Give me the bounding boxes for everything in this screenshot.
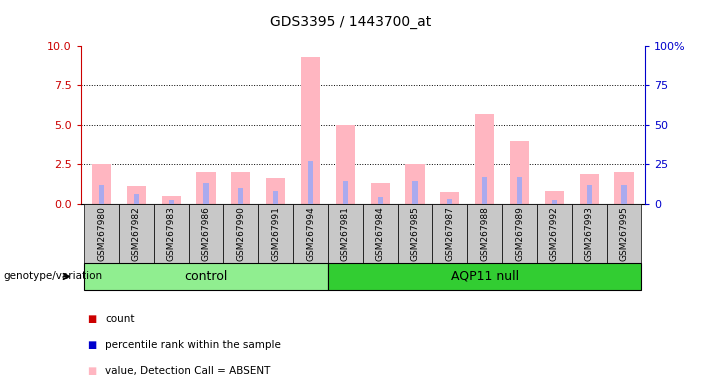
Bar [517,177,522,204]
Text: GSM267994: GSM267994 [306,206,315,261]
Bar [84,204,119,263]
Bar [328,204,363,263]
Text: GDS3395 / 1443700_at: GDS3395 / 1443700_at [270,15,431,29]
Bar [273,191,278,204]
Bar [168,200,174,204]
Bar [572,204,606,263]
Bar [84,263,328,290]
Bar [343,182,348,204]
Text: GSM267981: GSM267981 [341,206,350,261]
Bar [606,204,641,263]
Text: ■: ■ [88,314,97,324]
Bar [92,164,111,204]
Bar [412,182,418,204]
Bar [433,204,468,263]
Text: count: count [105,314,135,324]
Bar [238,188,243,204]
Bar [119,204,154,263]
Bar [482,177,487,204]
Text: GSM267988: GSM267988 [480,206,489,261]
Bar [308,161,313,204]
Text: GSM267982: GSM267982 [132,206,141,261]
Text: GSM267989: GSM267989 [515,206,524,261]
Bar [405,164,425,204]
Bar [266,178,285,204]
Text: GSM267990: GSM267990 [236,206,245,261]
Bar [301,57,320,204]
Bar [371,183,390,204]
Bar [475,114,494,204]
Bar [537,204,572,263]
Bar [545,191,564,204]
Text: control: control [184,270,228,283]
Bar [196,172,216,204]
Text: GSM267986: GSM267986 [201,206,210,261]
Bar [615,172,634,204]
Bar [378,197,383,204]
Bar [336,125,355,204]
Text: GSM267987: GSM267987 [445,206,454,261]
Bar [162,196,181,204]
Text: percentile rank within the sample: percentile rank within the sample [105,340,281,350]
Text: AQP11 null: AQP11 null [451,270,519,283]
Bar [447,199,452,204]
Bar [258,204,293,263]
Text: GSM267985: GSM267985 [411,206,419,261]
Bar [587,185,592,204]
Text: value, Detection Call = ABSENT: value, Detection Call = ABSENT [105,366,271,376]
Bar [189,204,224,263]
Bar [127,186,146,204]
Text: GSM267980: GSM267980 [97,206,106,261]
Bar [203,183,209,204]
Bar [134,194,139,204]
Bar [293,204,328,263]
Text: ■: ■ [88,340,97,350]
Bar [99,185,104,204]
Bar [363,204,397,263]
Bar [510,141,529,204]
Text: GSM267983: GSM267983 [167,206,176,261]
Bar [154,204,189,263]
Bar [328,263,641,290]
Text: GSM267991: GSM267991 [271,206,280,261]
Bar [231,172,250,204]
Text: GSM267993: GSM267993 [585,206,594,261]
Text: genotype/variation: genotype/variation [4,271,102,281]
Bar [224,204,258,263]
Bar [621,185,627,204]
Bar [552,200,557,204]
Text: GSM267984: GSM267984 [376,206,385,261]
Text: GSM267995: GSM267995 [620,206,629,261]
Bar [397,204,433,263]
Bar [580,174,599,204]
Bar [502,204,537,263]
Text: ■: ■ [88,366,97,376]
Bar [468,204,502,263]
Text: GSM267992: GSM267992 [550,206,559,261]
Bar [440,192,459,204]
